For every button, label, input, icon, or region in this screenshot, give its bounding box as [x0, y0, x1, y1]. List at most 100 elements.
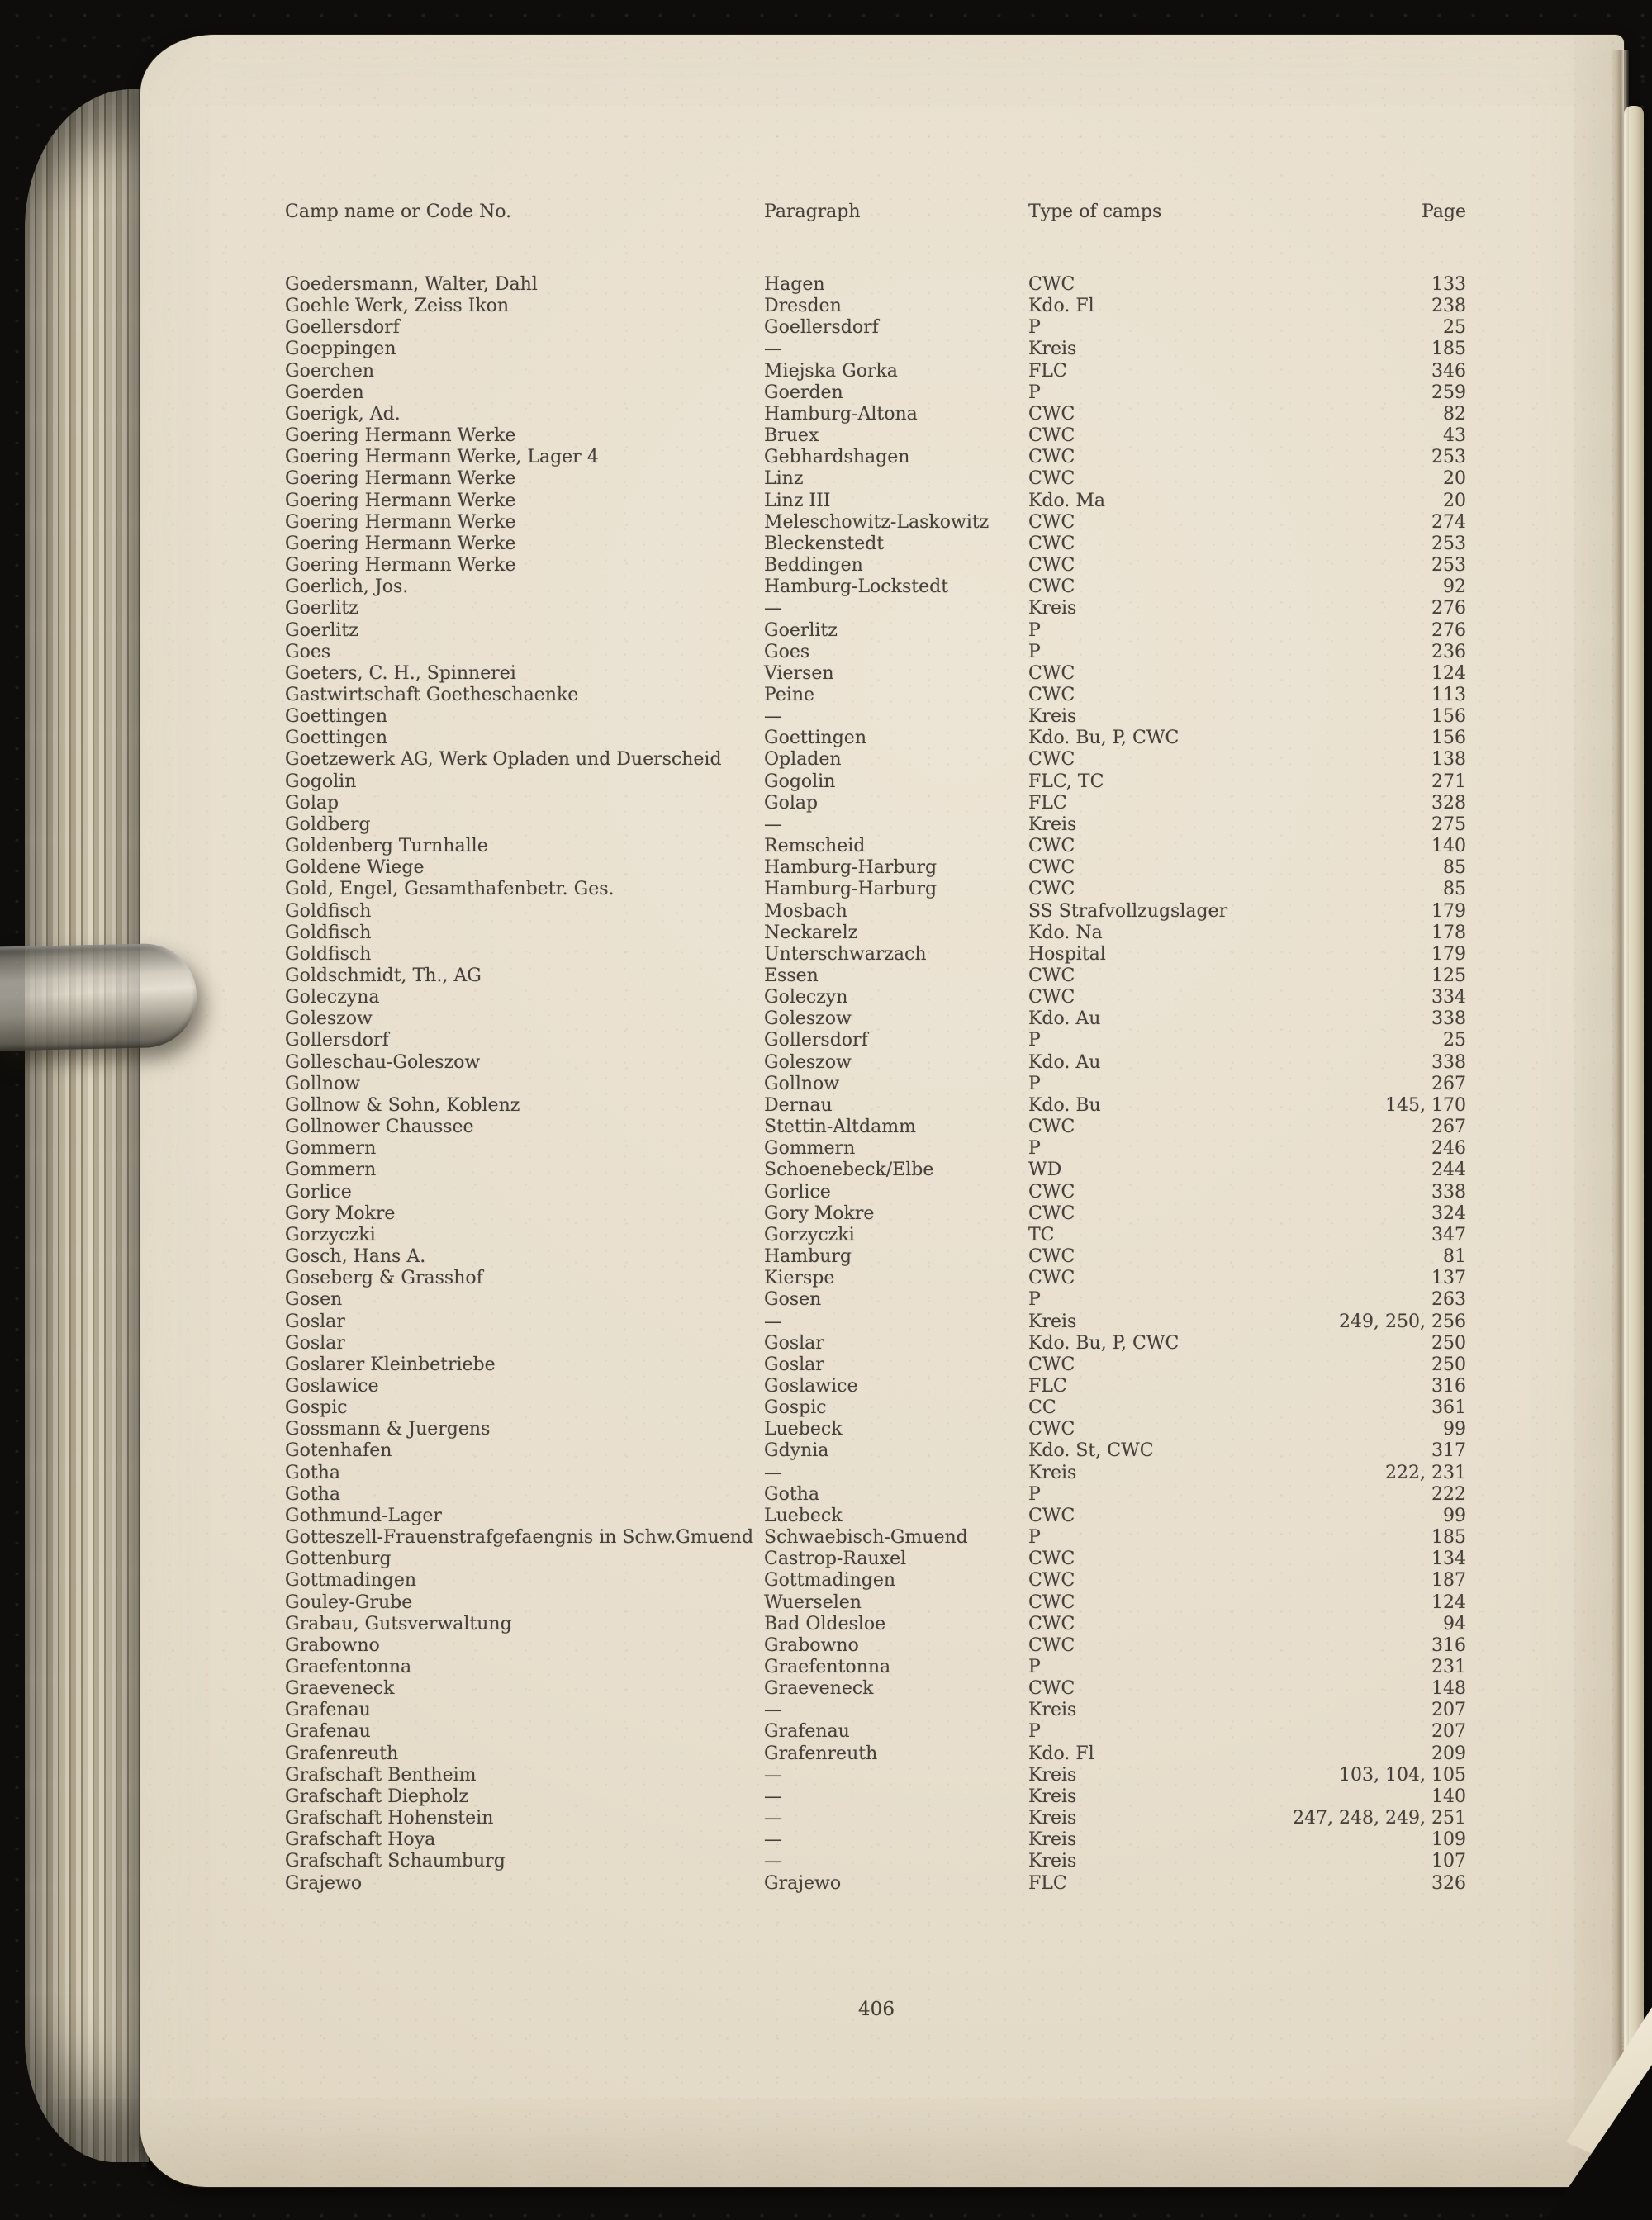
cell-paragraph: Gommern — [764, 1138, 856, 1160]
cell-pages: 267 — [1431, 1073, 1466, 1094]
cell-paragraph: — — [764, 1462, 782, 1483]
cell-camp-name: Grafschaft Hohenstein — [285, 1808, 494, 1829]
cell-camp-name: Golleschau-Goleszow — [285, 1051, 481, 1073]
cell-pages: 25 — [1443, 317, 1466, 339]
cell-camp-name: Goetzewerk AG, Werk Opladen und Duersche… — [285, 749, 722, 771]
cell-paragraph: Goellersdorf — [764, 317, 879, 339]
table-row: Goerlitz Goerlitz P 276 — [285, 620, 1468, 642]
table-row: Goldene Wiege Hamburg-Harburg CWC 85 — [285, 857, 1468, 879]
table-row: Goslar — Kreis 249, 250, 256 — [285, 1312, 1468, 1333]
table-row: Goellersdorf Goellersdorf P 25 — [285, 317, 1468, 339]
table-row: Goerden Goerden P 259 — [285, 382, 1468, 404]
cell-pages: 207 — [1431, 1721, 1466, 1743]
adjacent-page-edge — [1624, 106, 1644, 2104]
cell-type-of-camps: CC — [1028, 1397, 1056, 1419]
cell-pages: 43 — [1443, 425, 1466, 447]
table-row: Goeppingen — Kreis 185 — [285, 339, 1468, 360]
cell-type-of-camps: Kdo. Au — [1028, 1051, 1101, 1073]
cell-paragraph: Graeveneck — [764, 1678, 874, 1700]
cell-type-of-camps: SS Strafvollzugslager — [1028, 900, 1228, 922]
cell-type-of-camps: P — [1028, 619, 1041, 641]
table-row: Gospic Gospic CC 361 — [285, 1397, 1468, 1419]
cell-paragraph: Beddingen — [764, 555, 863, 576]
cell-paragraph: Remscheid — [764, 836, 866, 857]
cell-camp-name: Grafenau — [285, 1721, 371, 1743]
cell-camp-name: Goldenberg Turnhalle — [285, 836, 488, 857]
cell-paragraph: Gosen — [764, 1289, 822, 1311]
cell-paragraph: Wuerselen — [764, 1591, 862, 1613]
cell-type-of-camps: CWC — [1028, 879, 1075, 900]
cell-paragraph: Goerden — [764, 382, 843, 403]
table-row: Goerchen Miejska Gorka FLC 346 — [285, 361, 1468, 382]
cell-pages: 328 — [1431, 792, 1466, 814]
cell-camp-name: Gommern — [285, 1138, 377, 1160]
cell-pages: 85 — [1443, 879, 1466, 900]
header-page: Page — [1421, 202, 1466, 222]
cell-paragraph: — — [764, 814, 782, 835]
index-table: Goedersmann, Walter, Dahl Hagen CWC 133 … — [285, 274, 1468, 1895]
table-row: Gollnower Chaussee Stettin-Altdamm CWC 2… — [285, 1117, 1468, 1138]
cell-paragraph: Gotha — [764, 1483, 819, 1505]
page-number: 406 — [858, 1999, 895, 2020]
cell-pages: 85 — [1443, 857, 1466, 879]
cell-pages: 207 — [1431, 1700, 1466, 1721]
cell-camp-name: Goellersdorf — [285, 317, 400, 339]
cell-pages: 222 — [1431, 1483, 1466, 1505]
cell-paragraph: Gollnow — [764, 1073, 840, 1094]
table-row: Goleszow Goleszow Kdo. Au 338 — [285, 1008, 1468, 1030]
cell-pages: 274 — [1431, 511, 1466, 533]
table-row: Gosch, Hans A. Hamburg CWC 81 — [285, 1246, 1468, 1268]
cell-camp-name: Grafenreuth — [285, 1743, 399, 1764]
cell-type-of-camps: P — [1028, 382, 1041, 403]
table-row: Goehle Werk, Zeiss Ikon Dresden Kdo. Fl … — [285, 296, 1468, 317]
cell-type-of-camps: TC — [1028, 1224, 1055, 1245]
cell-pages: 125 — [1431, 965, 1466, 986]
cell-paragraph: Goslawice — [764, 1375, 858, 1397]
cell-type-of-camps: P — [1028, 1483, 1041, 1505]
cell-type-of-camps: P — [1028, 641, 1041, 662]
cell-type-of-camps: CWC — [1028, 1591, 1075, 1613]
table-row: Goldberg — Kreis 275 — [285, 814, 1468, 836]
cell-camp-name: Gosen — [285, 1289, 343, 1311]
cell-pages: 238 — [1431, 296, 1466, 317]
cell-type-of-camps: Kdo. Fl — [1028, 296, 1094, 317]
cell-camp-name: Gosch, Hans A. — [285, 1246, 426, 1268]
cell-paragraph: Gollersdorf — [764, 1030, 868, 1051]
header-camp-name: Camp name or Code No. — [285, 202, 512, 222]
cell-camp-name: Gollnow & Sohn, Koblenz — [285, 1094, 520, 1116]
cell-type-of-camps: CWC — [1028, 274, 1075, 295]
table-row: Gogolin Gogolin FLC, TC 271 — [285, 771, 1468, 793]
table-row: Goering Hermann Werke Linz III Kdo. Ma 2… — [285, 491, 1468, 512]
table-row: Goldfisch Mosbach SS Strafvollzugslager … — [285, 901, 1468, 923]
cell-camp-name: Goldfisch — [285, 943, 372, 965]
table-row: Goes Goes P 236 — [285, 642, 1468, 663]
cell-pages: 81 — [1443, 1246, 1466, 1268]
cell-camp-name: Goldfisch — [285, 900, 372, 922]
cell-type-of-camps: P — [1028, 1289, 1041, 1311]
cell-pages: 140 — [1431, 836, 1466, 857]
cell-paragraph: Opladen — [764, 749, 842, 771]
cell-camp-name: Goerden — [285, 382, 364, 403]
table-row: Goering Hermann Werke Bruex CWC 43 — [285, 425, 1468, 447]
cell-type-of-camps: WD — [1028, 1160, 1062, 1181]
header-paragraph: Paragraph — [764, 202, 861, 222]
header-type-of-camps: Type of camps — [1028, 202, 1162, 222]
cell-camp-name: Grajewo — [285, 1872, 363, 1894]
cell-camp-name: Goering Hermann Werke — [285, 425, 516, 447]
cell-pages: 317 — [1431, 1440, 1466, 1462]
cell-camp-name: Graeveneck — [285, 1678, 395, 1700]
cell-paragraph: Castrop-Rauxel — [764, 1549, 907, 1570]
cell-type-of-camps: CWC — [1028, 425, 1075, 447]
cell-camp-name: Goseberg & Grasshof — [285, 1268, 483, 1289]
table-row: Goerlitz — Kreis 276 — [285, 598, 1468, 619]
cell-paragraph: Gorzyczki — [764, 1224, 855, 1245]
cell-paragraph: Gorlice — [764, 1181, 831, 1202]
cell-paragraph: Schoenebeck/Elbe — [764, 1160, 934, 1181]
table-row: Gommern Gommern P 246 — [285, 1138, 1468, 1160]
cell-type-of-camps: CWC — [1028, 555, 1075, 576]
cell-type-of-camps: Kdo. Fl — [1028, 1743, 1094, 1764]
cell-paragraph: Hamburg-Harburg — [764, 857, 938, 879]
cell-pages: 247, 248, 249, 251 — [1293, 1808, 1466, 1829]
cell-type-of-camps: CWC — [1028, 1246, 1075, 1268]
cell-pages: 250 — [1431, 1332, 1466, 1354]
